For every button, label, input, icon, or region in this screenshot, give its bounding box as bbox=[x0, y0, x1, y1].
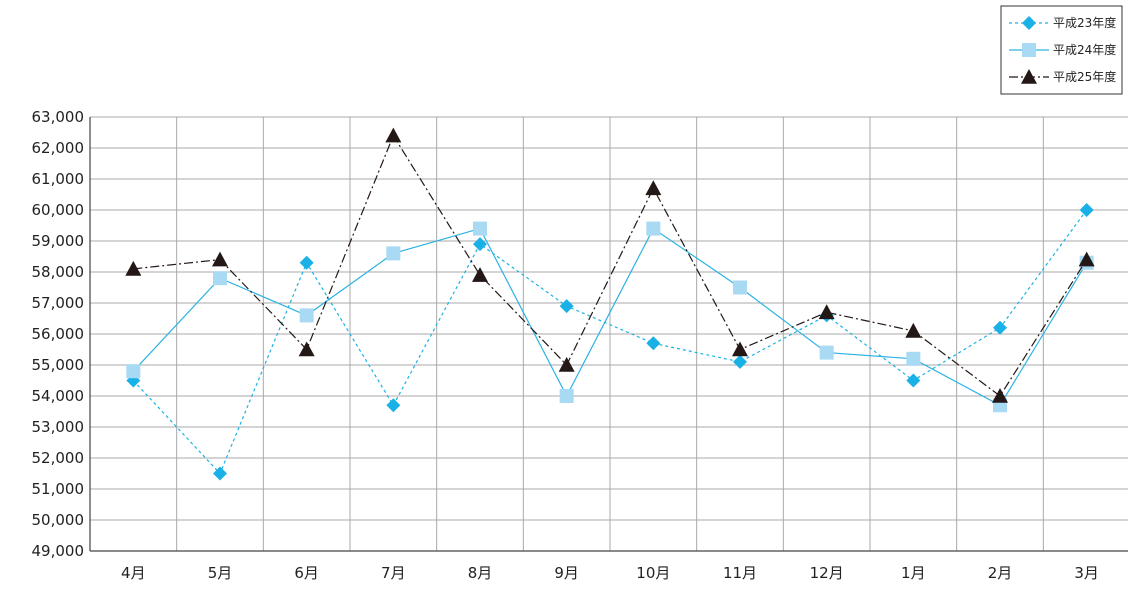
x-tick-label: 7月 bbox=[381, 564, 406, 582]
chart-grid bbox=[90, 116, 1128, 551]
y-axis-tick-labels: 49,000 50,000 51,000 52,000 53,000 54,000 55,0… bbox=[32, 108, 85, 560]
data-point-diamond bbox=[473, 237, 487, 252]
data-point-diamond bbox=[646, 336, 661, 351]
data-point-square bbox=[906, 351, 921, 366]
x-tick-label: 5月 bbox=[208, 564, 233, 582]
x-tick-label: 10月 bbox=[636, 564, 670, 582]
x-tick-label: 8月 bbox=[468, 564, 493, 582]
data-point-triangle bbox=[472, 267, 488, 282]
data-point-triangle bbox=[212, 251, 228, 267]
data-point-diamond bbox=[733, 354, 747, 369]
data-point-diamond bbox=[299, 255, 314, 270]
series-2 bbox=[126, 221, 1094, 413]
data-point-triangle bbox=[125, 260, 142, 276]
x-tick-label: 2月 bbox=[988, 564, 1013, 582]
series-line bbox=[132, 209, 1088, 475]
legend-label: 平成23年度 bbox=[1053, 15, 1116, 30]
data-point-square bbox=[646, 221, 661, 236]
x-tick-label: 6月 bbox=[294, 564, 319, 582]
y-tick-label: 62,000 bbox=[32, 139, 85, 157]
chart-axes bbox=[89, 117, 1128, 552]
data-point-triangle bbox=[385, 127, 402, 143]
y-tick-label: 59,000 bbox=[32, 232, 85, 250]
series-3 bbox=[125, 127, 1095, 403]
legend-label: 平成24年度 bbox=[1053, 42, 1116, 57]
x-axis-tick-labels: 4月 5月 6月 7月 8月 9月 10月 11月 12月 1月 2月 3月 bbox=[121, 564, 1099, 582]
legend-entry: 平成23年度 bbox=[1009, 15, 1116, 30]
data-point-diamond bbox=[993, 320, 1007, 335]
series-line bbox=[132, 227, 1088, 407]
y-tick-label: 63,000 bbox=[32, 108, 85, 126]
data-point-square bbox=[213, 271, 227, 286]
legend-entry: 平成24年度 bbox=[1009, 42, 1116, 57]
y-tick-label: 49,000 bbox=[32, 542, 85, 560]
legend-entry: 平成25年度 bbox=[1009, 69, 1116, 84]
y-tick-label: 60,000 bbox=[32, 201, 85, 219]
data-point-square bbox=[819, 345, 834, 360]
y-tick-label: 55,000 bbox=[32, 356, 85, 374]
data-point-triangle bbox=[1078, 251, 1095, 267]
data-point-square bbox=[126, 364, 141, 379]
y-tick-label: 57,000 bbox=[32, 294, 85, 312]
y-tick-label: 54,000 bbox=[32, 387, 85, 405]
data-point-diamond bbox=[559, 299, 574, 314]
y-tick-label: 52,000 bbox=[32, 449, 85, 467]
data-point-triangle bbox=[558, 357, 575, 372]
x-tick-label: 4月 bbox=[121, 564, 146, 582]
data-point-triangle bbox=[818, 304, 835, 320]
x-tick-label: 1月 bbox=[901, 564, 926, 582]
data-point-diamond bbox=[213, 466, 227, 481]
y-tick-label: 53,000 bbox=[32, 418, 85, 436]
y-tick-label: 61,000 bbox=[32, 170, 85, 188]
data-point-diamond bbox=[1079, 203, 1094, 217]
chart-series bbox=[125, 127, 1095, 481]
data-point-triangle bbox=[1021, 69, 1037, 84]
x-tick-label: 9月 bbox=[554, 564, 579, 582]
data-point-square bbox=[386, 246, 401, 261]
data-point-triangle bbox=[645, 180, 662, 196]
series-line bbox=[133, 134, 1088, 397]
data-point-triangle bbox=[732, 341, 748, 357]
data-point-triangle bbox=[992, 388, 1008, 403]
x-tick-label: 11月 bbox=[723, 564, 757, 582]
x-tick-label: 3月 bbox=[1074, 564, 1099, 582]
data-point-diamond bbox=[386, 398, 401, 413]
data-point-square bbox=[559, 389, 574, 403]
data-point-triangle bbox=[905, 322, 922, 338]
data-point-diamond bbox=[1022, 16, 1036, 30]
data-point-square bbox=[473, 221, 487, 236]
data-point-square bbox=[1022, 43, 1036, 57]
data-point-square bbox=[299, 308, 314, 323]
data-point-triangle bbox=[298, 341, 315, 357]
y-tick-label: 56,000 bbox=[32, 325, 85, 343]
y-tick-label: 50,000 bbox=[32, 511, 85, 529]
y-tick-label: 51,000 bbox=[32, 480, 85, 498]
x-tick-label: 12月 bbox=[810, 564, 844, 582]
data-point-square bbox=[733, 280, 747, 295]
legend-label: 平成25年度 bbox=[1053, 69, 1116, 84]
data-point-diamond bbox=[906, 373, 921, 388]
y-tick-label: 58,000 bbox=[32, 263, 85, 281]
